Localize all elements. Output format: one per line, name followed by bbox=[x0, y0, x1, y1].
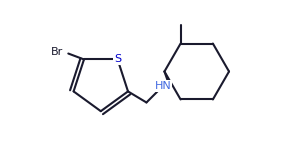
Text: HN: HN bbox=[155, 81, 171, 91]
Text: Br: Br bbox=[51, 46, 63, 56]
Text: S: S bbox=[114, 54, 121, 64]
